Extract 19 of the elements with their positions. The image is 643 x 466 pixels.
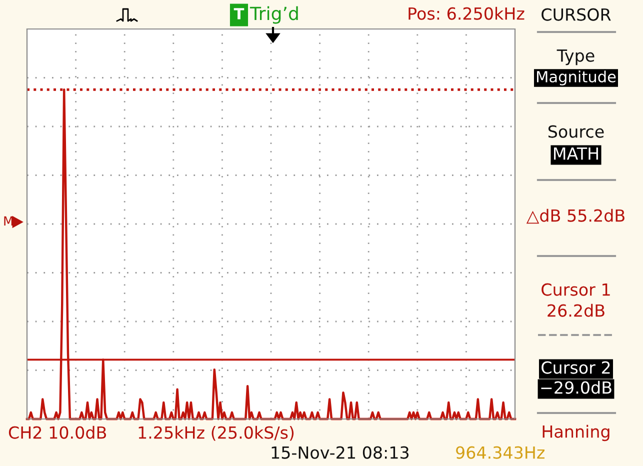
text: MATH	[554, 147, 598, 160]
text: Source	[548, 125, 604, 138]
text: Type	[556, 49, 594, 66]
text: 964.343Hz	[456, 446, 544, 459]
text: CH2 10.0dB	[8, 426, 106, 439]
text: Cursor 1	[542, 283, 610, 296]
text: Pos: 6.250kHz	[408, 6, 524, 20]
text: Magnitude	[537, 70, 616, 86]
text: M	[4, 216, 13, 226]
text: Cursor 2	[542, 361, 610, 374]
text: −29.0dB	[541, 380, 612, 394]
text: △dB 55.2dB	[526, 208, 624, 224]
text: Trig’d	[250, 6, 298, 24]
text: 15-Nov-21 08:13	[272, 446, 409, 459]
text: 26.2dB	[548, 304, 604, 317]
text: 1.25kHz (25.0kS/s)	[138, 426, 294, 441]
text: Hanning	[542, 424, 610, 442]
text: T	[234, 8, 244, 20]
text: CURSOR	[542, 8, 611, 21]
